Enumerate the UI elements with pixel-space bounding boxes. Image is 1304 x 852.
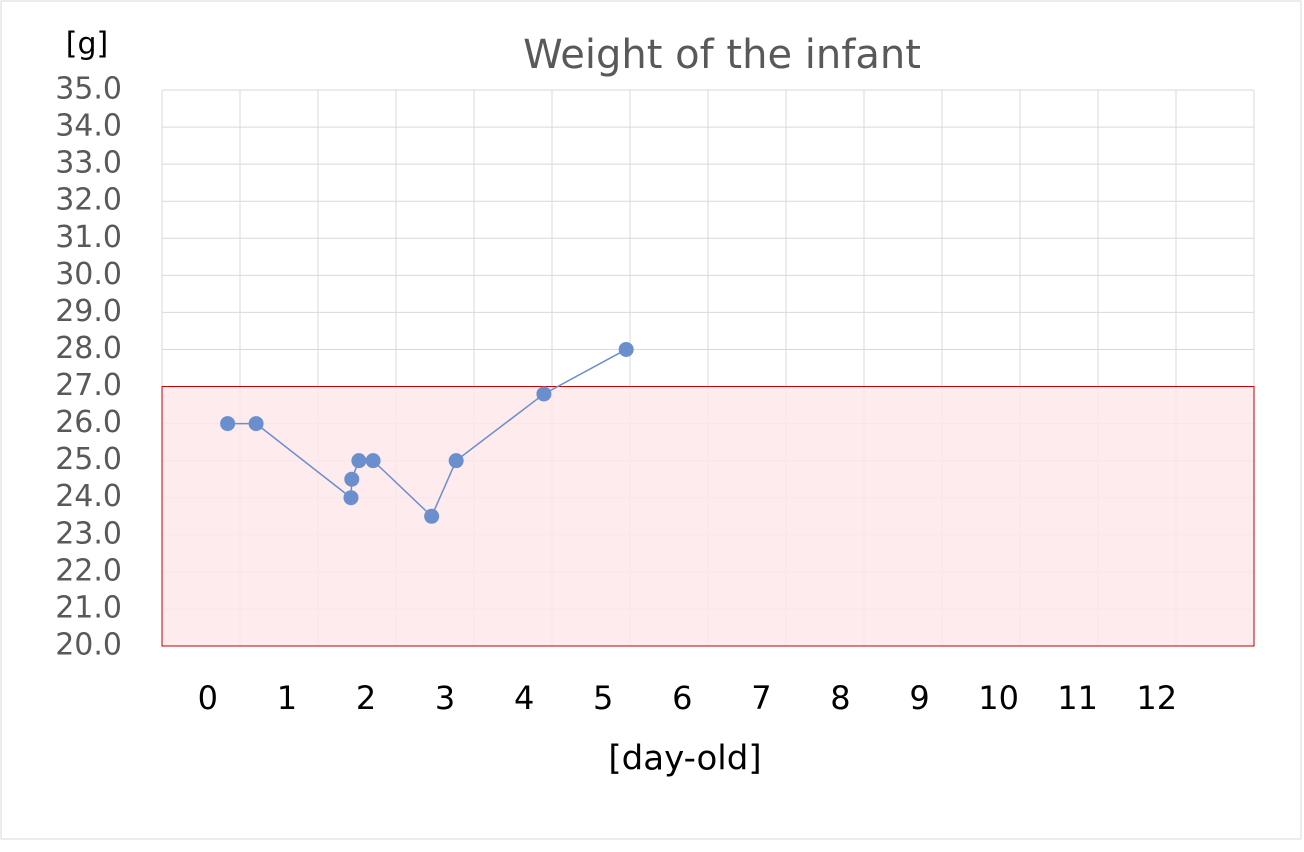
y-tick-label: 22.0 [55, 553, 122, 588]
data-point [618, 341, 634, 357]
x-tick-label: 5 [593, 679, 613, 717]
y-tick-label: 28.0 [55, 331, 122, 366]
y-tick-label: 32.0 [55, 183, 122, 218]
y-tick-label: 27.0 [55, 368, 122, 403]
y-tick-label: 29.0 [55, 294, 122, 329]
y-tick-label: 20.0 [55, 628, 122, 663]
x-tick-label: 8 [830, 679, 850, 717]
y-tick-label: 24.0 [55, 479, 122, 514]
x-tick-label: 3 [435, 679, 455, 717]
y-tick-label: 26.0 [55, 405, 122, 440]
x-tick-label: 2 [356, 679, 376, 717]
y-axis-label: [g] [66, 27, 108, 62]
y-tick-label: 35.0 [55, 72, 122, 107]
y-tick-label: 30.0 [55, 257, 122, 292]
x-tick-label: 4 [514, 679, 534, 717]
data-point [536, 386, 552, 402]
data-point [344, 471, 360, 487]
chart-title: Weight of the infant [523, 32, 921, 78]
data-point [248, 416, 264, 432]
y-tick-label: 25.0 [55, 442, 122, 477]
x-axis-label: [day-old] [608, 739, 761, 779]
x-tick-label: 6 [672, 679, 692, 717]
y-tick-label: 23.0 [55, 516, 122, 551]
data-point [220, 416, 236, 432]
y-tick-label: 21.0 [55, 590, 122, 625]
x-tick-label: 0 [198, 679, 218, 717]
y-tick-label: 34.0 [55, 109, 122, 144]
data-point [343, 490, 359, 506]
x-tick-label: 11 [1057, 679, 1098, 717]
data-point [424, 508, 440, 524]
data-point [448, 453, 464, 469]
x-tick-label: 12 [1136, 679, 1177, 717]
y-tick-label: 33.0 [55, 146, 122, 181]
shaded-range [161, 386, 1255, 647]
x-tick-label: 9 [909, 679, 929, 717]
x-tick-label: 7 [751, 679, 771, 717]
data-point [351, 453, 367, 469]
x-tick-label: 1 [277, 679, 297, 717]
y-tick-label: 31.0 [55, 220, 122, 255]
x-tick-label: 10 [978, 679, 1019, 717]
data-point [365, 453, 381, 469]
